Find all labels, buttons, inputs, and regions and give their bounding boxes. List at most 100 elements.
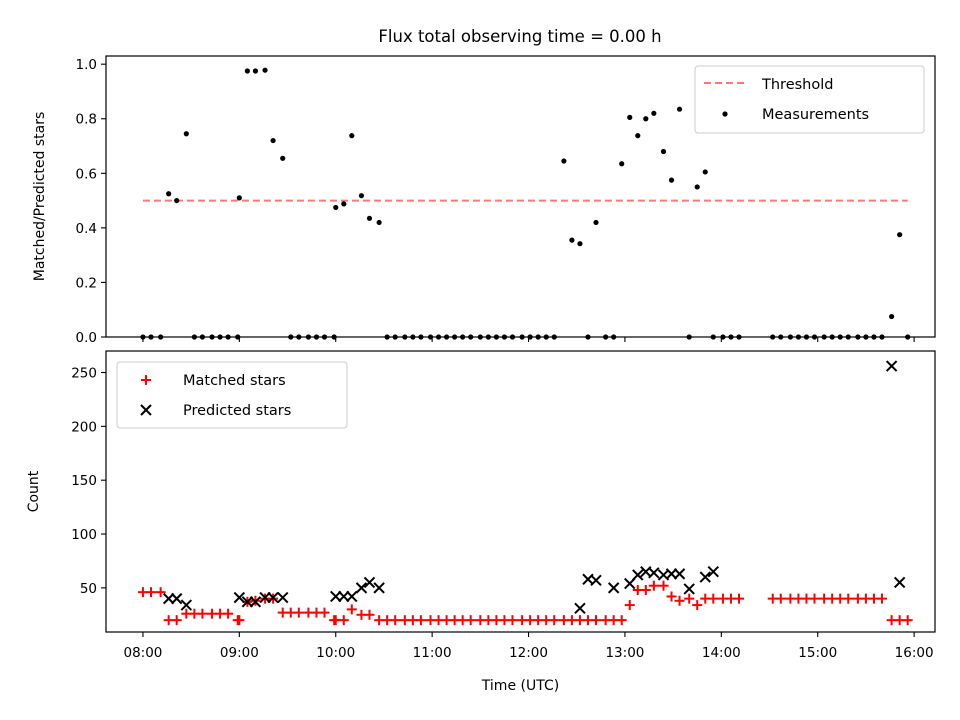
count-panel: 50 100 150 200 250 08:00 09:00 10:00 11:00 12:00… <box>26 350 936 694</box>
matched-point <box>171 615 182 626</box>
matched-point <box>674 595 685 606</box>
measurement-point <box>376 219 382 226</box>
predicted-point <box>170 592 183 605</box>
predicted-point <box>683 583 695 595</box>
predicted-point <box>249 596 262 608</box>
predicted-point <box>893 576 906 589</box>
matched-point <box>293 607 304 618</box>
measurements-series <box>140 67 911 340</box>
measurements-legend-label: Measurements <box>762 107 869 123</box>
matched-point <box>843 593 854 604</box>
measurement-point <box>593 219 599 226</box>
matched-point <box>338 615 349 626</box>
time-x-tick-label: 13:00 <box>605 645 644 661</box>
matched-point <box>223 608 234 619</box>
measurement-point <box>358 193 365 199</box>
matched-point <box>197 608 208 619</box>
matched-point <box>390 615 401 626</box>
measurement-point <box>244 68 250 74</box>
measurement-point <box>702 169 708 175</box>
measurement-point <box>262 67 268 73</box>
matched-point <box>708 593 719 604</box>
predicted-point <box>607 582 620 594</box>
measurement-point <box>252 68 259 74</box>
measurement-point <box>366 215 373 221</box>
count-legend: Matched stars Predicted stars <box>116 361 348 429</box>
ratio-y-tick-label: 0.6 <box>76 166 97 182</box>
matched-legend-label: Matched stars <box>183 373 286 389</box>
matched-point <box>640 585 651 596</box>
ratio-y-tick-label: 0.2 <box>76 275 97 291</box>
threshold-legend-label: Threshold <box>761 77 833 93</box>
time-x-tick-label: 08:00 <box>123 645 162 661</box>
predicted-legend-label: Predicted stars <box>183 403 291 419</box>
predicted-legend-marker <box>140 404 152 416</box>
measurement-point <box>643 116 649 122</box>
ratio-y-axis-title: Matched/Predicted stars <box>32 112 48 282</box>
count-y-tick-label: 50 <box>80 581 97 597</box>
matched-point <box>319 607 330 618</box>
measurement-point <box>577 241 583 247</box>
chart-title: Flux total observing time = 0.00 h <box>378 27 661 46</box>
predicted-point <box>574 602 586 615</box>
time-x-tick-label: 14:00 <box>702 645 741 661</box>
matched-stars-series <box>137 580 913 626</box>
predicted-point <box>673 568 686 580</box>
predicted-point <box>707 566 719 578</box>
matched-point <box>624 600 635 611</box>
time-x-tick-label: 10:00 <box>316 645 355 661</box>
x-axis-title: Time (UTC) <box>481 678 559 694</box>
count-y-tick-label: 100 <box>71 527 97 543</box>
measurement-point <box>635 133 641 139</box>
matched-point <box>549 615 560 626</box>
matched-point <box>809 593 820 604</box>
time-x-tick-label: 16:00 <box>895 645 934 661</box>
matched-point <box>364 609 375 620</box>
matched-legend-swatch <box>141 375 151 385</box>
measurement-point <box>889 313 895 320</box>
measurement-point <box>236 195 242 201</box>
matched-point <box>346 604 357 615</box>
measurement-point <box>280 155 286 161</box>
matched-point <box>876 593 887 604</box>
predicted-point <box>590 574 602 587</box>
time-x-axis: 08:00 09:00 10:00 11:00 12:00 13:00 14:00 15:00… <box>123 632 934 661</box>
ratio-y-tick-label: 0.4 <box>76 221 97 237</box>
measurement-point <box>183 131 189 137</box>
ratio-x-axis <box>142 337 915 342</box>
matched-point <box>616 615 627 626</box>
measurement-point <box>174 197 180 204</box>
measurement-point <box>660 148 667 155</box>
predicted-point <box>699 571 711 583</box>
count-y-tick-label: 250 <box>71 366 97 382</box>
matched-point <box>145 587 156 598</box>
time-x-tick-label: 15:00 <box>798 645 837 661</box>
ratio-legend-box <box>694 65 925 134</box>
ratio-panel: 0.0 0.2 0.4 0.6 0.8 1.0 Matched/Predicted sta… <box>32 55 936 346</box>
ratio-panel-frame <box>105 55 936 338</box>
matched-point <box>733 593 744 604</box>
ratio-y-tick-label: 0.8 <box>76 112 97 128</box>
measurement-point <box>349 133 355 139</box>
matched-point <box>902 615 913 626</box>
matched-point <box>648 580 659 591</box>
predicted-point <box>346 590 358 603</box>
ratio-y-tick-label: 0.0 <box>76 330 97 346</box>
count-y-tick-label: 150 <box>71 473 97 489</box>
ratio-y-axis: 0.0 0.2 0.4 0.6 0.8 1.0 <box>76 57 106 346</box>
matched-legend-marker <box>141 375 151 385</box>
time-x-tick-label: 11:00 <box>413 645 452 661</box>
count-legend-box <box>116 361 348 429</box>
measurement-point <box>333 204 339 211</box>
time-x-tick-label: 12:00 <box>509 645 548 661</box>
predicted-stars-series <box>162 360 906 615</box>
predicted-point <box>648 567 660 579</box>
count-panel-frame <box>105 350 936 633</box>
predicted-point <box>885 360 898 372</box>
matched-point <box>155 587 166 598</box>
matched-point <box>415 615 426 626</box>
measurement-point <box>897 232 903 238</box>
count-y-tick-label: 200 <box>71 419 97 435</box>
matched-point <box>658 580 669 591</box>
matched-point <box>692 600 703 611</box>
